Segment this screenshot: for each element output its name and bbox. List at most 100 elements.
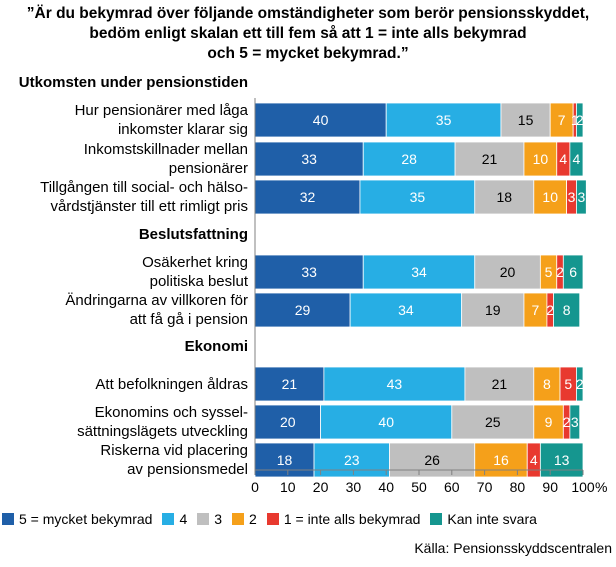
category-label: inkomster klarar sig [118, 121, 248, 138]
category-label: Inkomstskillnader mellan [84, 141, 248, 158]
data-label: 40 [378, 414, 394, 430]
data-label: 8 [543, 376, 551, 392]
category-label: Riskerna vid placering [100, 442, 248, 459]
data-label: 2 [563, 414, 571, 430]
bar-segment [254, 366, 325, 402]
data-label: 43 [387, 376, 403, 392]
data-label: 3 [571, 414, 579, 430]
bar-segment [576, 366, 584, 402]
data-label: 15 [518, 112, 534, 128]
bar-segment [454, 141, 525, 177]
group-heading: Utkomsten under pensionstiden [19, 74, 248, 91]
data-label: 19 [485, 302, 501, 318]
legend-item: 4 [162, 511, 187, 527]
legend-swatch [197, 513, 210, 525]
bar-segment [500, 102, 551, 138]
legend-label: 5 = mycket bekymrad [19, 511, 153, 527]
data-label: 16 [493, 452, 509, 468]
legend-label: 3 [214, 511, 223, 527]
bar-segment [474, 442, 528, 478]
data-label: 26 [424, 452, 440, 468]
data-label: 1 [571, 112, 579, 128]
legend-item: 2 [232, 511, 257, 527]
category-label: vårdstjänster till ett rimligt pris [50, 198, 248, 215]
category-label: Osäkerhet kring [142, 254, 248, 271]
data-label: 13 [554, 452, 570, 468]
x-tick-label: 0 [251, 479, 259, 495]
legend-item: 1 = inte alls bekymrad [266, 511, 420, 527]
data-label: 20 [500, 264, 516, 280]
chart-title: ”Är du bekymrad över följande omständigh… [26, 5, 590, 62]
category-label: att få gå i pension [130, 311, 248, 328]
bar-segment [254, 442, 315, 478]
legend-label: 4 [179, 511, 188, 527]
bar-segment [254, 102, 387, 138]
data-label: 7 [532, 302, 540, 318]
bar-segment [464, 366, 535, 402]
data-label: 18 [277, 452, 293, 468]
bar-segment [474, 254, 541, 290]
data-label: 7 [558, 112, 566, 128]
data-label: 21 [282, 376, 298, 392]
category-label: pensionärer [169, 160, 248, 177]
category-label: Att befolkningen åldras [95, 376, 248, 393]
data-label: 21 [482, 151, 498, 167]
x-tick-label: 60 [444, 479, 460, 495]
bar-segment [562, 254, 584, 290]
data-label: 34 [398, 302, 414, 318]
bar-segment [362, 141, 456, 177]
data-label: 33 [301, 151, 317, 167]
legend-label: 2 [249, 511, 257, 527]
bar-segment [389, 442, 476, 478]
legend-swatch [2, 513, 14, 525]
bar-segment [569, 141, 584, 177]
category-label: Ekonomins och syssel- [95, 404, 248, 421]
category-label: politiska beslut [150, 273, 249, 290]
data-label: 4 [573, 151, 581, 167]
bar-segment [533, 404, 564, 440]
data-label: 4 [559, 151, 567, 167]
data-label: 9 [545, 414, 553, 430]
data-label: 5 [545, 264, 553, 280]
legend-swatch [430, 513, 443, 525]
bar-segment [254, 292, 351, 328]
data-label: 35 [436, 112, 452, 128]
x-tick-label: 10 [280, 479, 296, 495]
data-label: 28 [401, 151, 417, 167]
data-label: 33 [301, 264, 317, 280]
bar-segment [533, 179, 567, 215]
category-label: Tillgången till social- och hälso- [40, 179, 248, 196]
legend-item: Kan inte svara [430, 511, 537, 527]
data-label: 29 [295, 302, 311, 318]
data-label: 34 [411, 264, 427, 280]
data-label: 10 [542, 189, 558, 205]
legend-item: 3 [197, 511, 222, 527]
data-label: 23 [344, 452, 360, 468]
data-label: 5 [564, 376, 572, 392]
data-label: 21 [492, 376, 508, 392]
bar-segment [359, 179, 476, 215]
category-label: Ändringarna av villkoren för [65, 292, 248, 309]
group-heading: Beslutsfattning [139, 226, 248, 243]
data-label: 10 [533, 151, 549, 167]
data-label: 8 [563, 302, 571, 318]
bar-segment [323, 366, 466, 402]
bar-segment [451, 404, 535, 440]
category-label: av pensionsmedel [127, 461, 248, 478]
data-label: 4 [530, 452, 538, 468]
bar-segment [569, 404, 581, 440]
chart-legend: 5 = mycket bekymrad 4 3 2 1 = inte alls beky… [2, 511, 616, 527]
bar-segment [539, 442, 584, 478]
data-label: 2 [546, 302, 554, 318]
bar-segment [320, 404, 453, 440]
category-label: sättningslägets utveckling [77, 423, 248, 440]
source-note: Källa: Pensionsskyddscentralen [414, 540, 612, 556]
bar-segment [349, 292, 463, 328]
data-label: 20 [280, 414, 296, 430]
data-label: 2 [576, 112, 584, 128]
data-label: 2 [556, 264, 564, 280]
x-axis-unit: % [595, 479, 607, 495]
legend-label: Kan inte svara [447, 511, 537, 527]
legend-item: 5 = mycket bekymrad [2, 511, 152, 527]
